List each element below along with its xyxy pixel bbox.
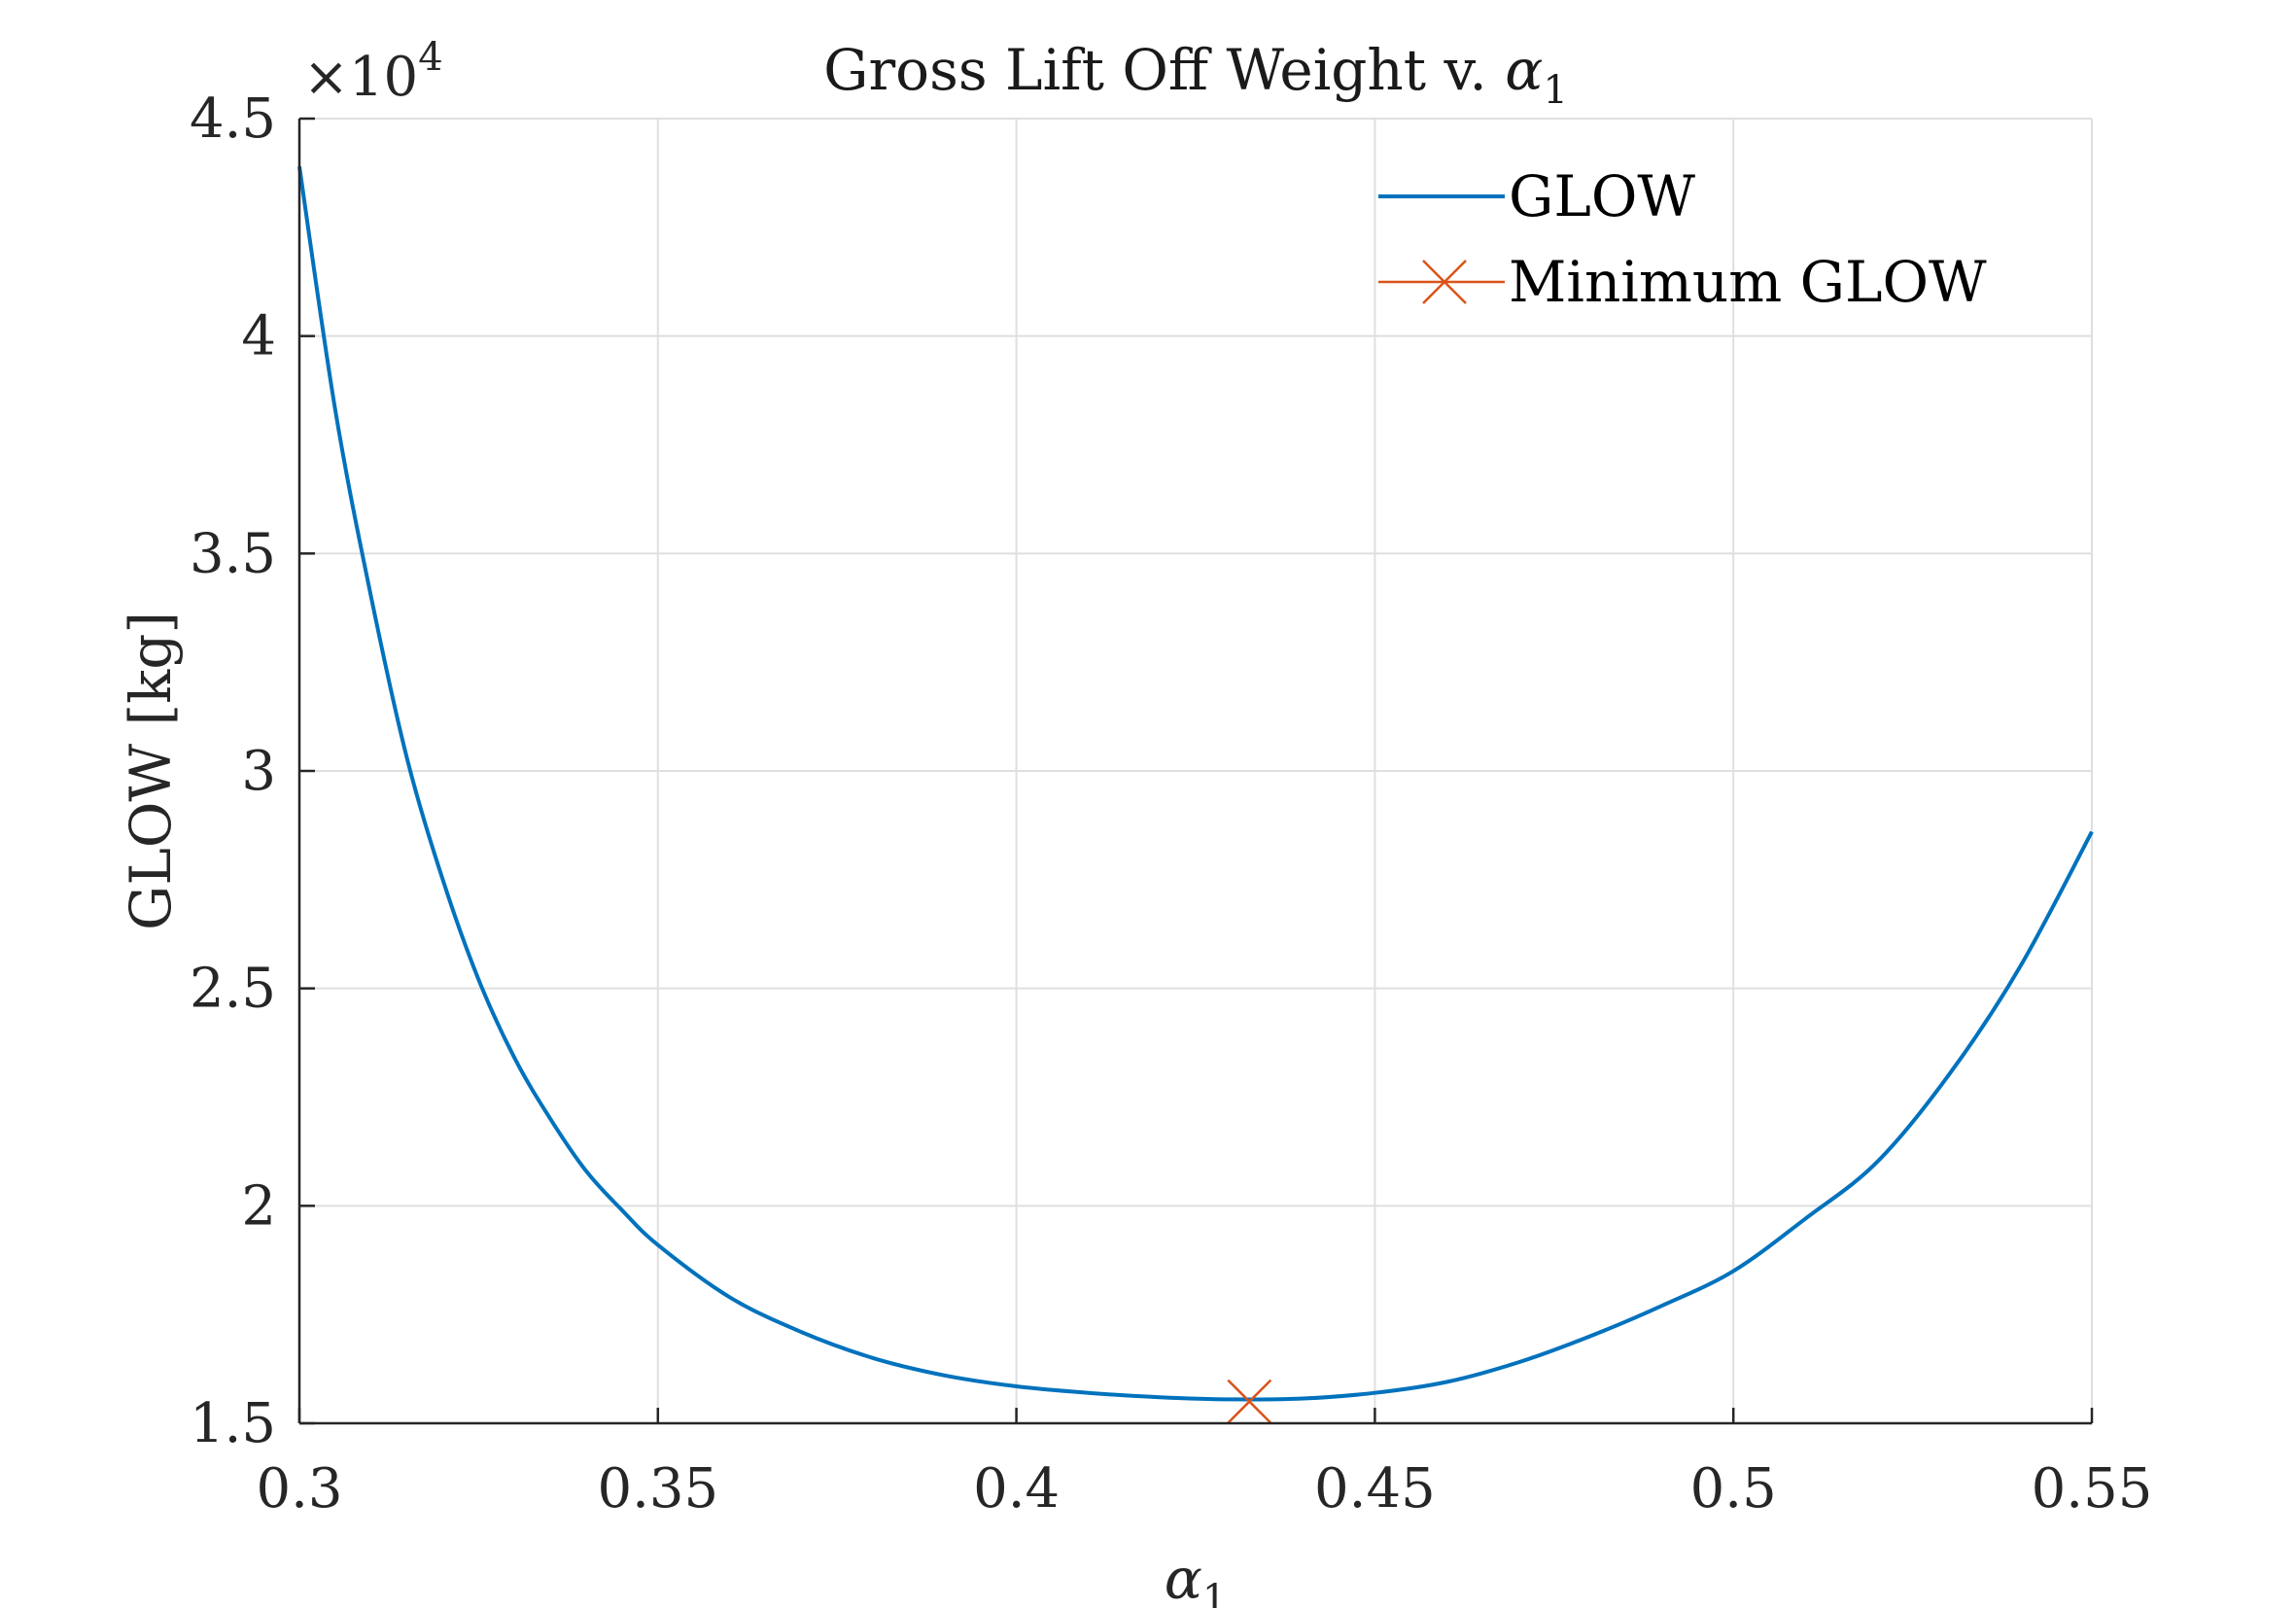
x-tick-label: 0.4 [973, 1457, 1060, 1521]
x-axis-symbol: α [1165, 1546, 1202, 1608]
exponent-prefix: ×10 [303, 46, 418, 109]
legend-item-minimum-glow: Minimum GLOW [1378, 249, 1987, 315]
y-tick-label: 3.5 [190, 522, 276, 585]
legend-item-glow: GLOW [1378, 163, 1695, 229]
glow-series-line [297, 165, 2094, 1402]
legend: GLOW Minimum GLOW [1378, 163, 1987, 315]
legend-label-glow: GLOW [1509, 163, 1695, 229]
y-tick-label: 4.5 [190, 87, 276, 151]
y-tick-label: 2.5 [190, 958, 276, 1021]
title-text: Gross Lift Off Weight v. [823, 37, 1505, 103]
chart-title: Gross Lift Off Weight v. α1 [823, 37, 1568, 113]
y-tick-label: 2 [241, 1174, 276, 1238]
minimum-glow-marker [1227, 1379, 1272, 1424]
legend-marker-x-icon [1422, 260, 1467, 304]
title-subscript: 1 [1543, 68, 1567, 113]
y-axis-label: GLOW [kg] [118, 612, 184, 930]
x-tick-label: 0.35 [597, 1457, 718, 1521]
x-tick-label: 0.45 [1314, 1457, 1436, 1521]
exponent-power: 4 [418, 35, 442, 80]
series-layer [297, 165, 2094, 1424]
y-tick-label: 3 [241, 740, 276, 803]
x-axis-label: α1 [1165, 1546, 1228, 1608]
x-axis-subscript: 1 [1202, 1577, 1227, 1608]
x-tick-label: 0.3 [256, 1457, 342, 1521]
y-tick-label: 1.5 [190, 1392, 276, 1455]
legend-label-minimum-glow: Minimum GLOW [1509, 249, 1987, 315]
x-tick-label: 0.55 [2032, 1457, 2153, 1521]
x-ticks: 0.3 0.35 0.4 0.45 0.5 0.55 [256, 1408, 2152, 1521]
y-tick-label: 4 [241, 305, 276, 368]
y-exponent-label: ×104 [303, 35, 443, 109]
x-tick-label: 0.5 [1690, 1457, 1777, 1521]
title-symbol: α [1505, 37, 1543, 103]
y-ticks: 1.5 2 2.5 3 3.5 4 4.5 [190, 87, 315, 1455]
